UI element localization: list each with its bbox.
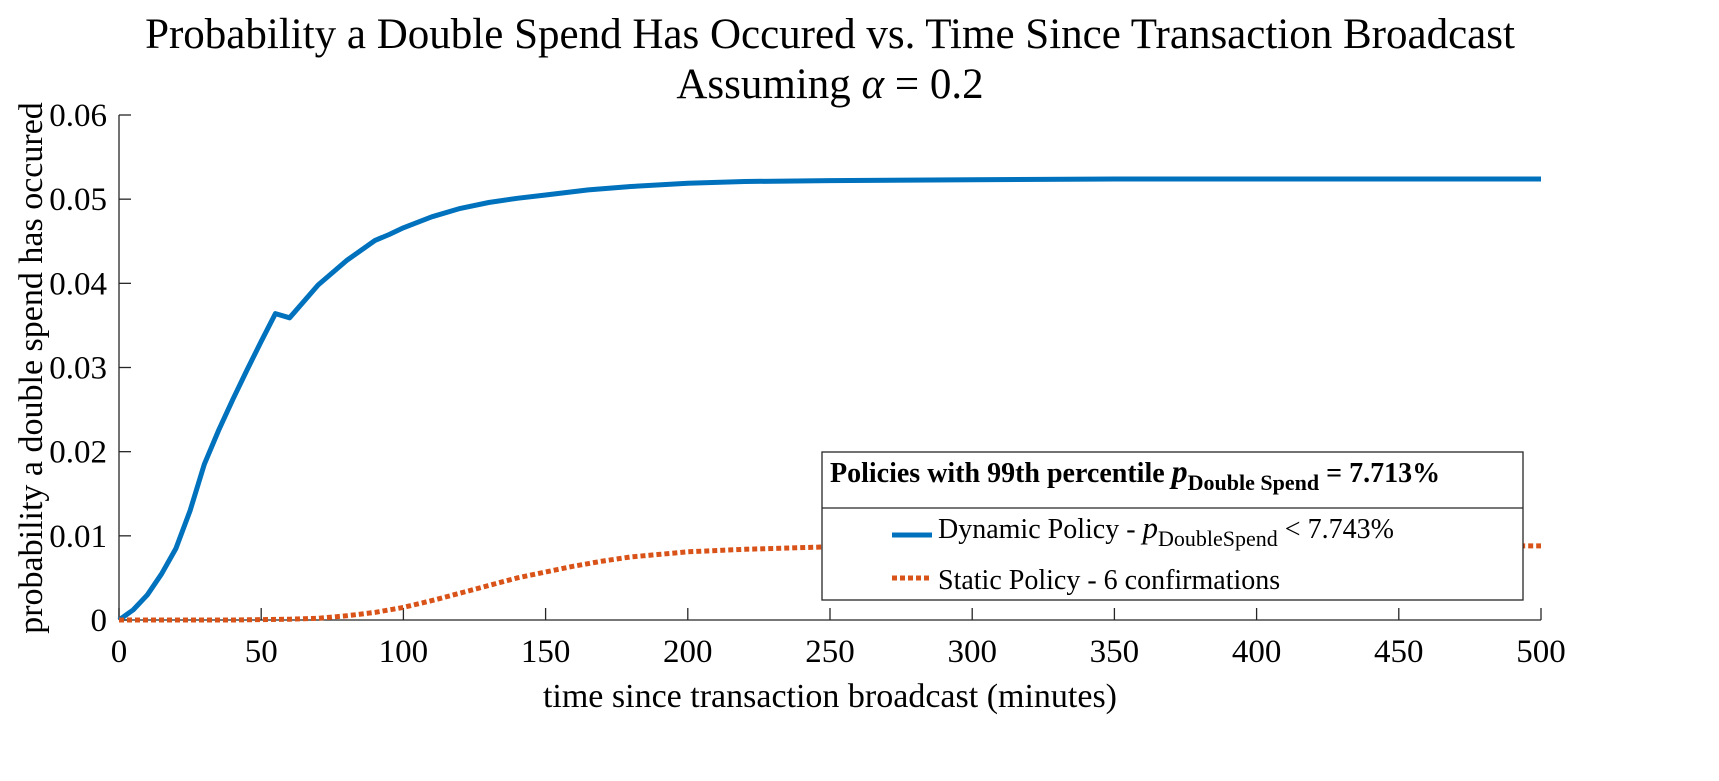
x-axis-label: time since transaction broadcast (minute… (543, 678, 1117, 715)
y-tick-label: 0 (91, 603, 108, 639)
y-tick-label: 0.05 (49, 182, 107, 218)
y-tick-label: 0.04 (49, 266, 107, 302)
y-axis-label: probability a double spend has occured (13, 102, 50, 634)
alpha-symbol: α (862, 61, 886, 108)
x-tick-label: 500 (1516, 634, 1566, 670)
x-tick-label: 150 (521, 634, 571, 670)
legend-entry-dynamic-p: p (1141, 510, 1159, 545)
legend-title-subscript: Double Spend (1188, 470, 1319, 495)
x-tick-label: 100 (379, 634, 429, 670)
legend-entry-static: Static Policy - 6 confirmations (938, 565, 1280, 596)
y-ticks: 0 0.01 0.02 0.03 0.04 0.05 0.06 (49, 98, 131, 639)
series-line-dynamic-policy (117, 176, 1541, 623)
legend-entry-dynamic-suffix: < 7.743% (1278, 514, 1394, 545)
chart-title-line1: Probability a Double Spend Has Occured v… (145, 11, 1515, 58)
x-tick-label: 200 (663, 634, 713, 670)
x-tick-label: 300 (947, 634, 997, 670)
x-tick-label: 50 (245, 634, 278, 670)
legend: Policies with 99th percentile pDouble Sp… (821, 451, 1524, 601)
y-tick-label: 0.06 (49, 98, 107, 134)
x-tick-label: 350 (1090, 634, 1140, 670)
x-ticks: 0 50 100 150 200 250 300 350 400 450 500 (111, 608, 1566, 670)
legend-title: Policies with 99th percentile pDouble Sp… (830, 453, 1440, 495)
legend-entry-dynamic-prefix: Dynamic Policy - (938, 514, 1143, 545)
legend-title-prefix: Policies with 99th percentile (830, 458, 1172, 489)
y-tick-label: 0.03 (49, 351, 107, 387)
x-tick-label: 450 (1374, 634, 1424, 670)
legend-entry-dynamic-subscript: DoubleSpend (1158, 526, 1278, 551)
legend-box (821, 451, 1524, 601)
y-tick-label: 0.02 (49, 435, 107, 471)
legend-entry-dynamic: Dynamic Policy - pDoubleSpend < 7.743% (938, 510, 1394, 551)
x-tick-label: 0 (111, 634, 128, 670)
chart-title-line2-suffix: = 0.2 (884, 61, 984, 108)
chart-title-line2-prefix: Assuming (676, 61, 861, 108)
x-tick-label: 400 (1232, 634, 1282, 670)
legend-title-suffix: = 7.713% (1319, 458, 1440, 489)
chart-title-line2: Assuming α = 0.2 (676, 61, 983, 108)
legend-title-p: p (1169, 453, 1188, 489)
y-tick-label: 0.01 (49, 519, 107, 555)
x-tick-label: 250 (805, 634, 855, 670)
